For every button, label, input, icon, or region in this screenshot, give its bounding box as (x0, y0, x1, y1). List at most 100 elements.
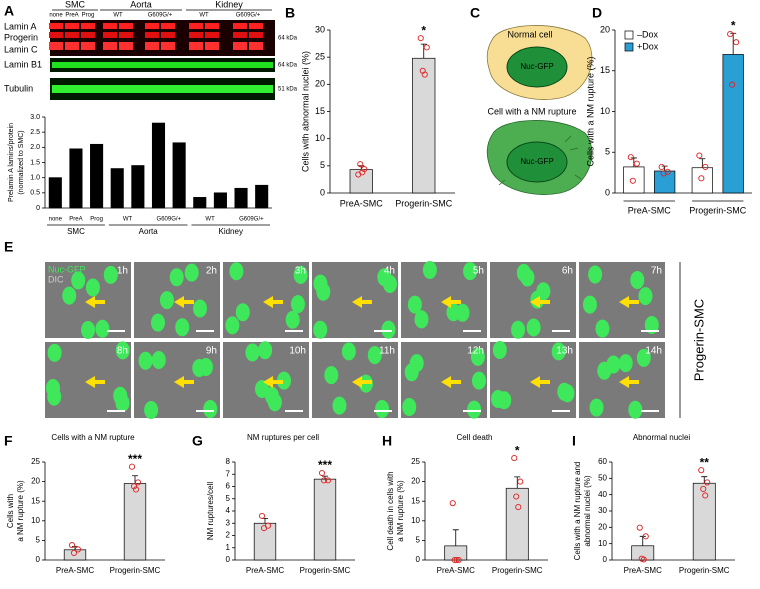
band (233, 42, 247, 50)
data-point (134, 479, 142, 486)
rupture-marks (498, 135, 582, 186)
lane-label: Prog (82, 13, 95, 19)
data-point (658, 163, 665, 170)
x-tick-label: none (49, 217, 63, 223)
nucleus (597, 361, 612, 380)
blot-group: SMC (65, 0, 86, 9)
y-tick-label: 2.5 (30, 129, 40, 136)
y-axis-label: NM ruptures/cell (206, 482, 215, 540)
bar (253, 522, 277, 561)
lane-label: G609G/+ (148, 13, 173, 19)
nucleus (491, 389, 506, 408)
bar (692, 482, 716, 561)
data-point (642, 533, 649, 540)
x-tick-label: WT (123, 217, 133, 223)
band (205, 42, 219, 50)
y-tick-label: 15 (315, 106, 325, 116)
error-bar (262, 517, 268, 524)
arrow (263, 296, 283, 308)
bar (131, 165, 145, 209)
band (65, 32, 79, 38)
nucleus (551, 342, 566, 361)
significance: * (421, 23, 426, 37)
band (205, 32, 219, 38)
chart-title: NM ruptures per cell (247, 433, 319, 442)
data-point (453, 556, 460, 564)
data-point (627, 154, 634, 161)
y-tick-label: 25 (31, 457, 40, 466)
band (52, 85, 273, 93)
nucleus (375, 399, 390, 418)
x-tick-label: G609G/+ (239, 217, 264, 223)
arrow (441, 296, 461, 308)
panel-letter: A (4, 3, 14, 19)
scale-bar (463, 410, 481, 412)
y-tick-label: 30 (315, 24, 325, 34)
time-label: 5h (473, 266, 484, 277)
band (81, 42, 95, 50)
data-point (74, 546, 82, 553)
nucleus (225, 316, 240, 335)
row-label: Progerin-SMC (691, 299, 706, 381)
chart-title: Abnormal nuclei (633, 433, 691, 442)
data-point (361, 166, 368, 173)
nucleus (71, 271, 86, 290)
data-point (660, 170, 667, 177)
scale-bar (552, 410, 570, 412)
nucleus (103, 265, 118, 284)
data-point (636, 524, 643, 531)
nucleus (175, 318, 190, 337)
data-point (357, 161, 364, 168)
y-tick-label: 5 (416, 536, 421, 545)
scale-bar (463, 330, 481, 332)
scale-bar (196, 330, 214, 332)
nucleus (229, 262, 244, 281)
nucleus (203, 399, 218, 418)
bar (90, 143, 104, 209)
x-tick-label: PreA-SMC (56, 566, 94, 575)
data-point (70, 549, 78, 556)
y-tick-label: 5 (36, 536, 41, 545)
x-tick-label: PreA-SMC (340, 198, 384, 208)
nucleus (595, 319, 610, 338)
data-point (702, 492, 709, 499)
nucleus (293, 265, 308, 284)
bar (313, 478, 337, 561)
data-point (729, 81, 736, 88)
group-label: Aorta (139, 227, 159, 236)
arrow (530, 376, 550, 388)
nucleus (471, 371, 486, 390)
time-label: 8h (117, 346, 128, 357)
nucleus (422, 261, 437, 280)
y-tick-label: 5 (226, 494, 231, 503)
y-tick-label: 20 (411, 477, 420, 486)
panel-letter: B (285, 5, 295, 21)
x-tick-label: Progerin-SMC (110, 566, 161, 575)
nucleus (560, 384, 575, 403)
nucleus (506, 46, 568, 88)
time-label: 9h (206, 346, 217, 357)
panel-letter: H (382, 433, 392, 449)
y-tick-label: 20 (315, 79, 325, 89)
nucleus (285, 310, 300, 329)
arrow (619, 296, 639, 308)
nucleus (367, 346, 382, 365)
bar (110, 168, 124, 209)
significance: * (515, 443, 520, 457)
bar (193, 197, 207, 209)
x-tick-label: Prog (90, 217, 103, 223)
band (189, 42, 203, 50)
arrow (530, 296, 550, 308)
nucleus (381, 320, 396, 339)
scale-bar (107, 330, 125, 332)
nucleus (138, 351, 153, 370)
scale-bar (374, 410, 392, 412)
bar (48, 177, 62, 209)
scale-bar (641, 410, 659, 412)
x-tick-label: PreA-SMC (624, 566, 662, 575)
x-tick-label: Progerin-SMC (689, 205, 747, 215)
data-point (423, 44, 430, 51)
size-label: 51 kDa (278, 87, 298, 93)
data-point (633, 160, 640, 167)
band (189, 23, 203, 29)
